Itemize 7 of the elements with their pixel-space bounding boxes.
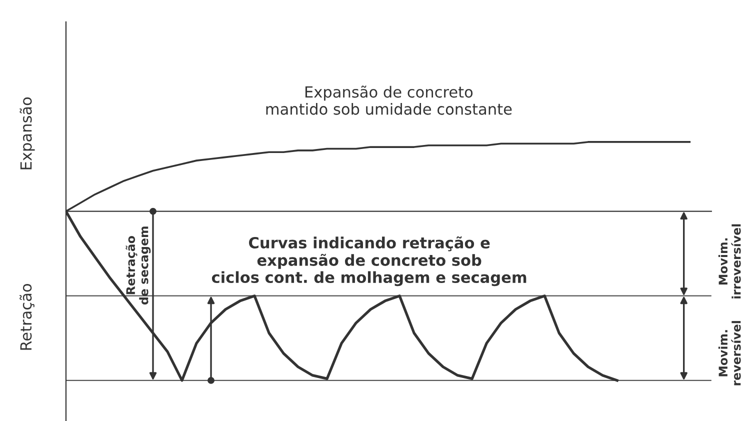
annotation: Curvas indicando retração e expansão de concreto sob ciclos cont. de molhagem e secagem [212,236,526,286]
text: Movim. irreversível [718,224,741,298]
text: Expansão [20,97,35,170]
annotation: Retração de secagem [126,226,151,304]
text: Retração [20,284,34,350]
text: Movim. reversível [718,321,741,386]
text: Expansão de concreto mantido sob umidade constante [266,86,512,115]
